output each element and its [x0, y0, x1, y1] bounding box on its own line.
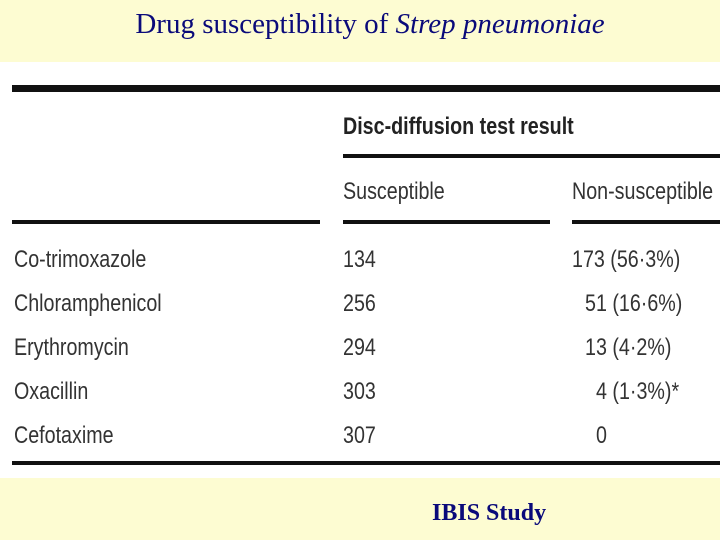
- column-header: Non-susceptible: [572, 178, 714, 205]
- table-cell: 0: [596, 422, 607, 449]
- table-cell: 134: [343, 246, 376, 273]
- footer-source: IBIS Study: [432, 500, 547, 526]
- table-cell: 4 (1·3%)*: [596, 378, 680, 405]
- row-label: Oxacillin: [14, 378, 89, 405]
- table-cell: 13 (4·2%): [585, 334, 672, 361]
- bottom-rule: [12, 461, 720, 465]
- group-rule: [343, 154, 720, 158]
- table-cell: 51 (16·6%): [585, 290, 683, 317]
- table-cell: 256: [343, 290, 376, 317]
- title-italic: Strep pneumoniae: [395, 8, 605, 40]
- table-panel: Disc-diffusion test result Susceptible N…: [0, 62, 720, 478]
- table-cell: 307: [343, 422, 376, 449]
- header-rule: [572, 220, 720, 224]
- row-label: Chloramphenicol: [14, 290, 162, 317]
- table-cell: 173 (56·3%): [572, 246, 681, 273]
- row-label: Erythromycin: [14, 334, 129, 361]
- group-header: Disc-diffusion test result: [343, 113, 574, 140]
- header-rule: [343, 220, 550, 224]
- header-rule: [12, 220, 320, 224]
- row-label: Co-trimoxazole: [14, 246, 147, 273]
- title-text: Drug susceptibility of: [135, 8, 396, 40]
- column-header: Susceptible: [343, 178, 445, 205]
- table-cell: 303: [343, 378, 376, 405]
- top-rule: [12, 85, 720, 92]
- slide-title: Drug susceptibility of Strep pneumoniae: [0, 8, 720, 41]
- row-label: Cefotaxime: [14, 422, 114, 449]
- table-cell: 294: [343, 334, 376, 361]
